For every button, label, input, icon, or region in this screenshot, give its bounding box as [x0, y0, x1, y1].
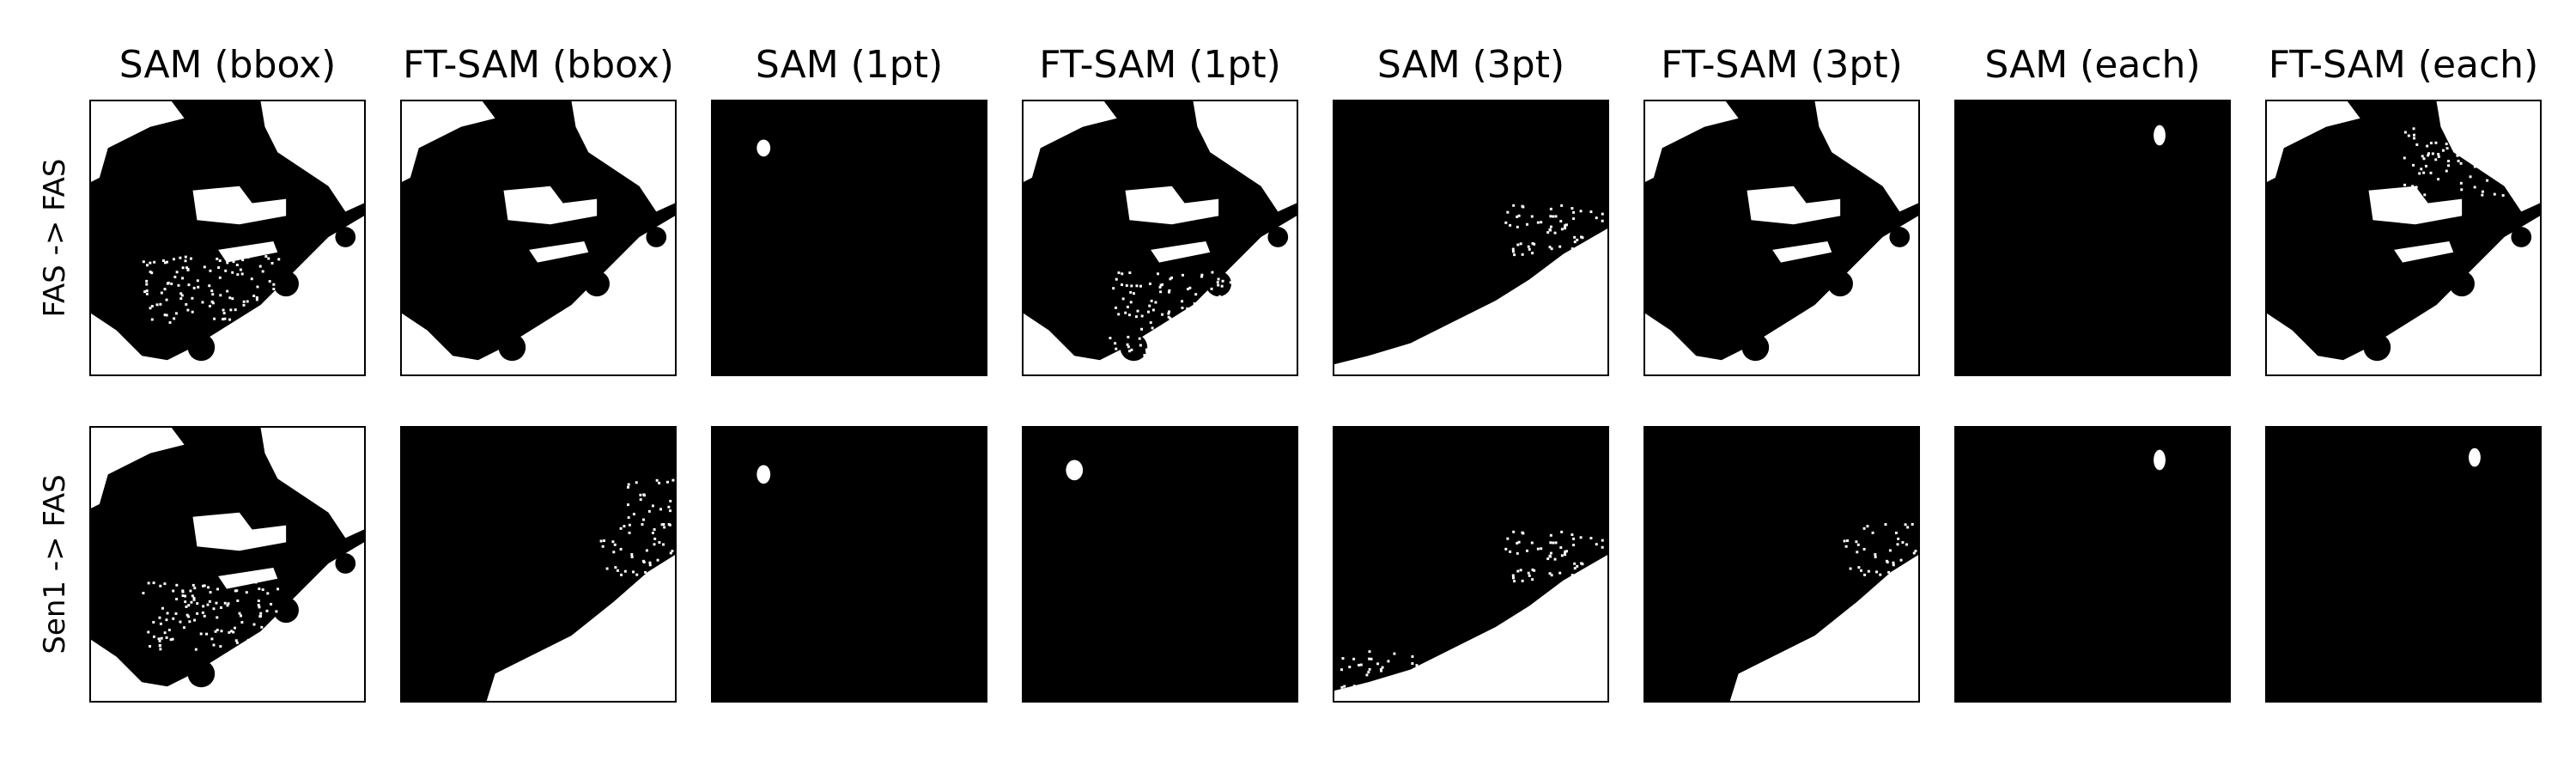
mask-image: [1645, 101, 1918, 374]
column-title: SAM (each): [1984, 43, 2201, 87]
column-title: SAM (3pt): [1376, 43, 1565, 87]
column-title: FT-SAM (bbox): [403, 43, 674, 87]
mask-panel: [1022, 100, 1298, 376]
mask-panel: [400, 426, 677, 703]
mask-panel: [1333, 100, 1609, 376]
mask-panel: [1954, 100, 2231, 376]
mask-image: [2267, 428, 2540, 701]
mask-image: [2267, 101, 2540, 374]
mask-panel: [1954, 426, 2231, 703]
mask-panel: [1643, 100, 1920, 376]
mask-panel: [89, 426, 366, 703]
mask-panel: [2265, 426, 2542, 703]
mask-panel: [711, 100, 987, 376]
column-title: FT-SAM (1pt): [1039, 43, 1281, 87]
column-title: SAM (bbox): [118, 43, 337, 87]
mask-image: [713, 101, 986, 374]
mask-panel: [1333, 426, 1609, 703]
mask-panel: [400, 100, 677, 376]
mask-image: [1956, 428, 2229, 701]
row-label: FAS -> FAS: [38, 158, 72, 318]
column-title: FT-SAM (each): [2268, 43, 2539, 87]
column-title: FT-SAM (3pt): [1661, 43, 1903, 87]
mask-panel: [711, 426, 987, 703]
mask-panel: [2265, 100, 2542, 376]
mask-image: [713, 428, 986, 701]
mask-image: [91, 428, 364, 701]
mask-image: [1024, 428, 1297, 701]
mask-image: [1334, 428, 1607, 701]
mask-image: [1645, 428, 1918, 701]
mask-image: [1956, 101, 2229, 374]
column-title: SAM (1pt): [755, 43, 944, 87]
mask-image: [402, 428, 675, 701]
mask-image: [91, 101, 364, 374]
mask-panel: [1022, 426, 1298, 703]
mask-image: [1334, 101, 1607, 374]
mask-panel: [89, 100, 366, 376]
mask-panel: [1643, 426, 1920, 703]
mask-image: [402, 101, 675, 374]
mask-image: [1024, 101, 1297, 374]
row-label: Sen1 -> FAS: [38, 474, 72, 654]
